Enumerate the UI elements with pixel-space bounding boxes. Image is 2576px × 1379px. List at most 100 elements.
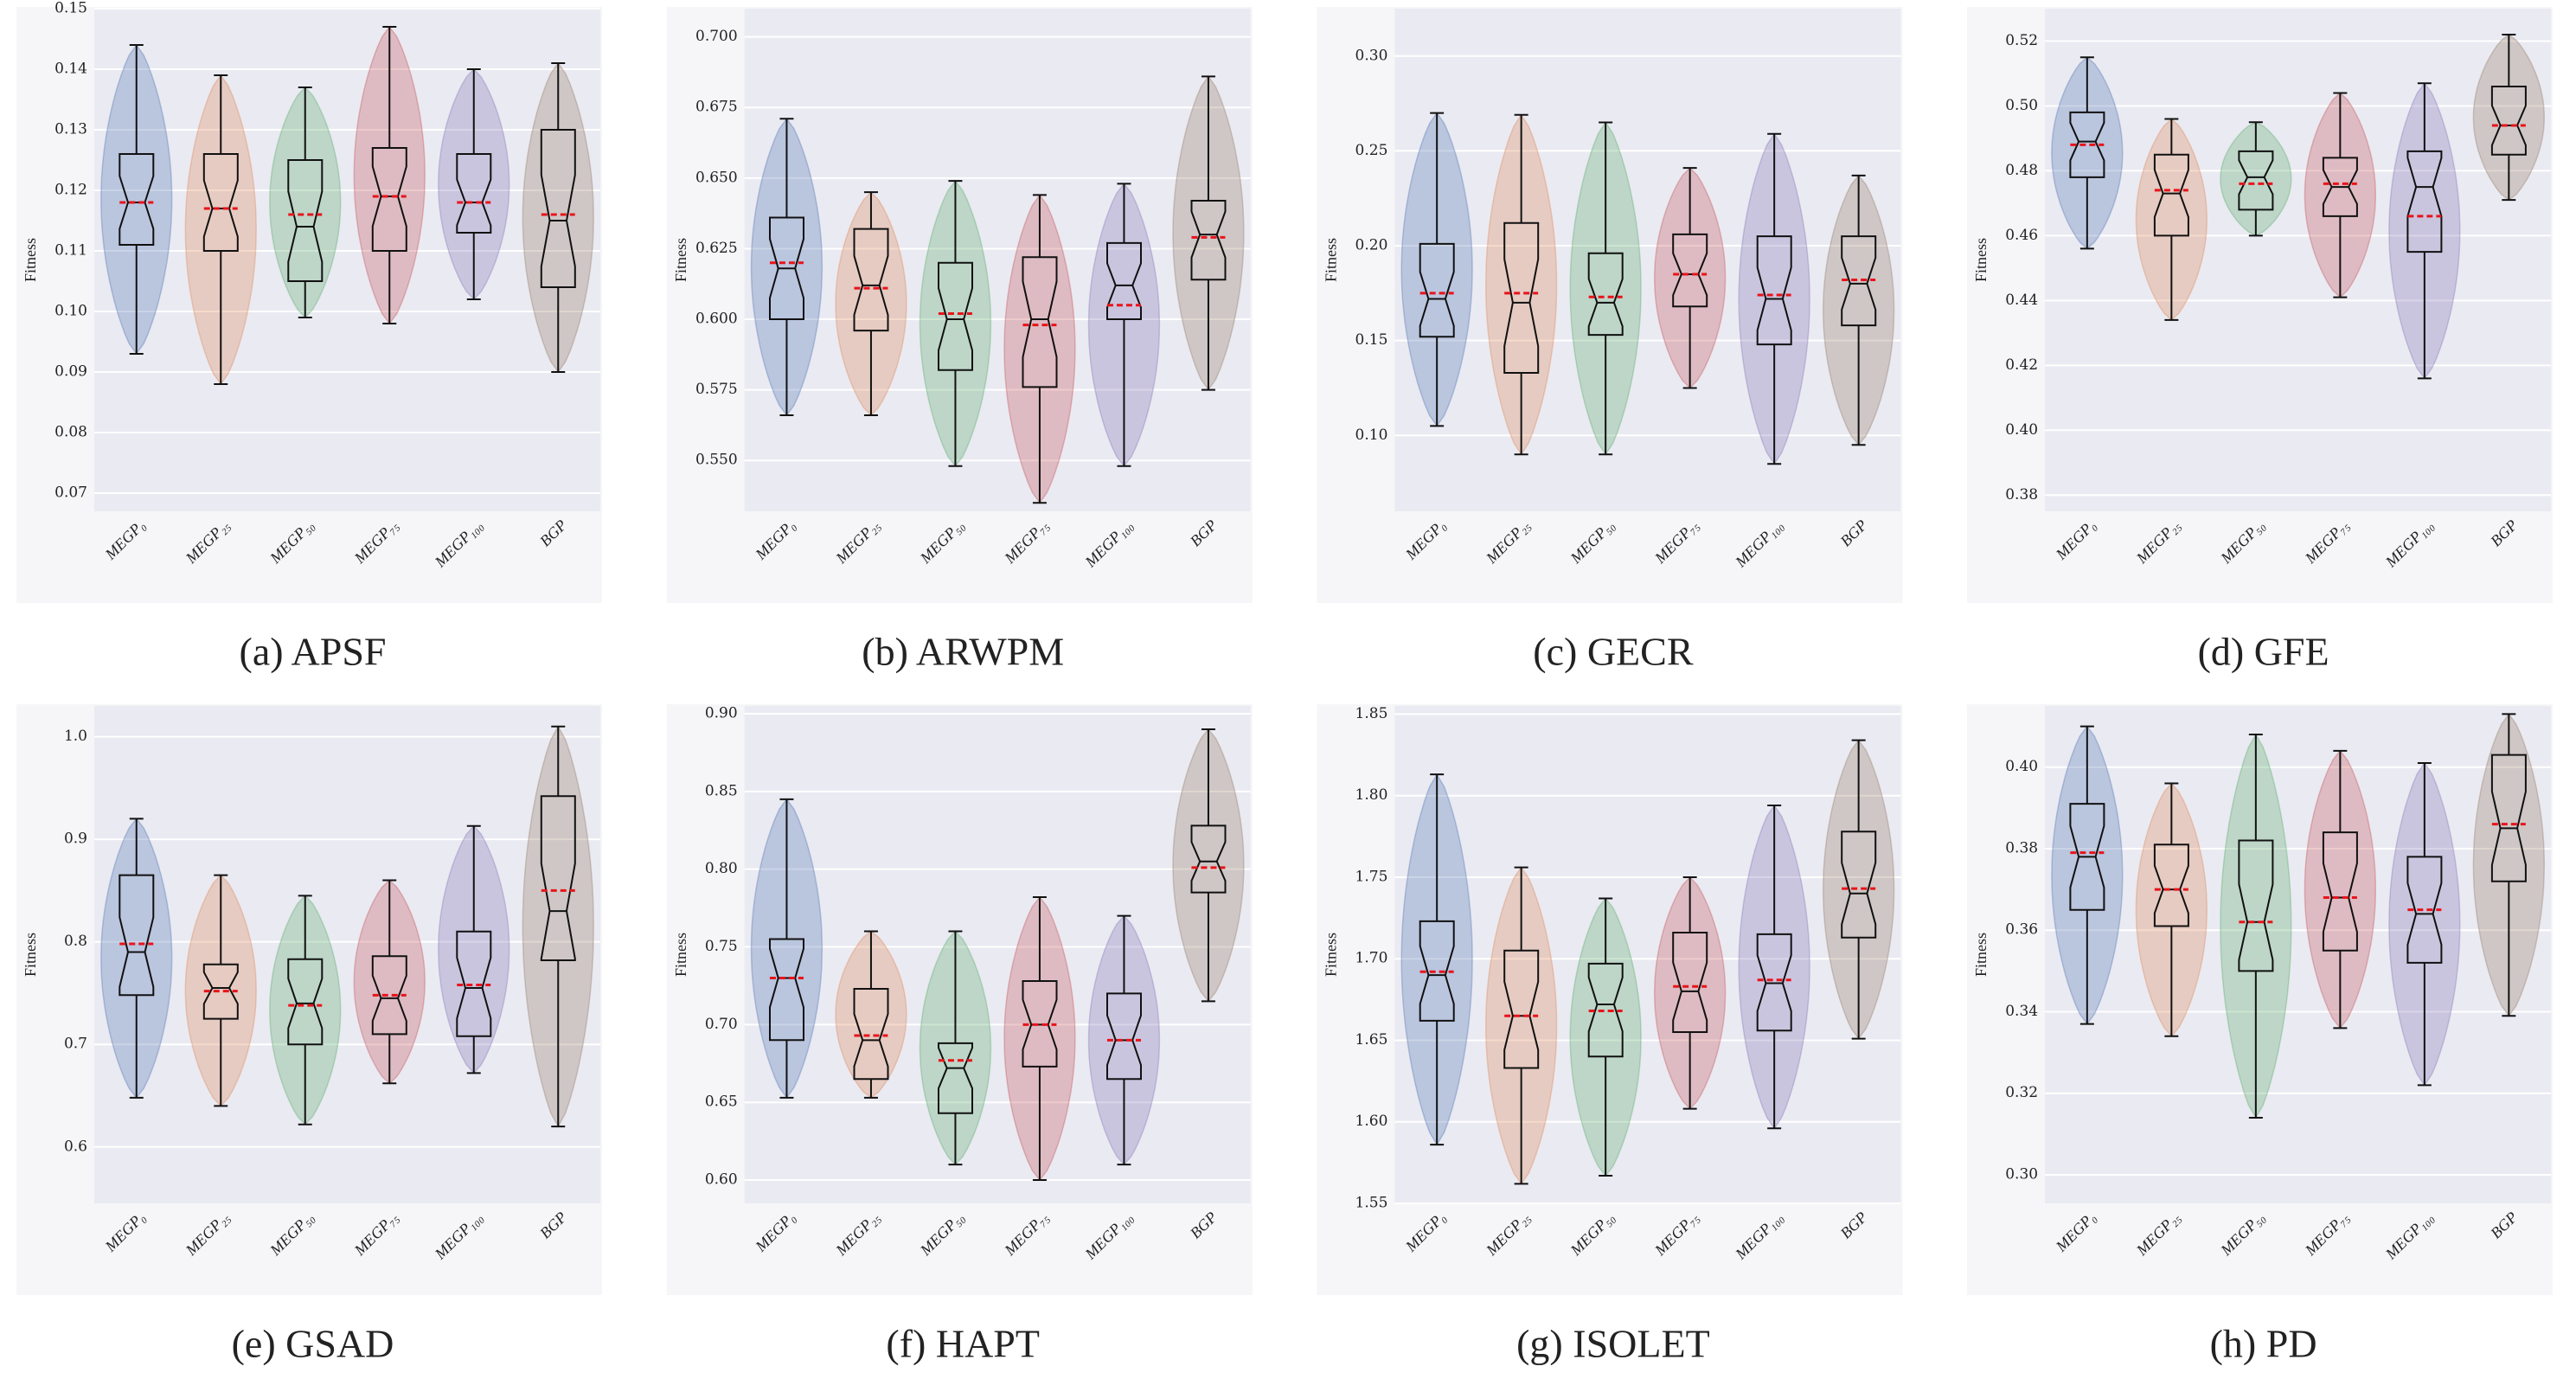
y-tick-label: 0.600 <box>695 311 738 328</box>
y-axis-label: Fitness <box>1972 933 1990 977</box>
y-tick-label: 1.70 <box>1355 950 1388 967</box>
y-tick-label: 0.13 <box>54 121 87 138</box>
box <box>1419 242 1455 338</box>
box <box>769 216 804 320</box>
y-tick-label: 0.9 <box>64 831 87 848</box>
box <box>1672 932 1708 1033</box>
box <box>1503 949 1540 1069</box>
chart-title: (g) ISOLET <box>1516 1322 1710 1366</box>
y-tick-label: 0.30 <box>1355 47 1388 64</box>
y-tick-label: 0.675 <box>695 99 738 116</box>
box <box>2406 150 2443 253</box>
y-tick-label: 0.52 <box>2005 32 2038 49</box>
y-tick-label: 1.60 <box>1355 1113 1388 1130</box>
y-tick-label: 0.07 <box>54 484 87 502</box>
y-tick-label: 0.08 <box>54 424 87 441</box>
box <box>1756 933 1792 1032</box>
y-tick-label: 0.6 <box>64 1138 87 1155</box>
box <box>540 795 576 961</box>
box <box>853 988 889 1081</box>
y-tick-label: 0.20 <box>1355 237 1388 254</box>
box <box>938 1042 973 1114</box>
box <box>1022 256 1058 388</box>
y-tick-label: 1.65 <box>1355 1031 1388 1049</box>
box <box>2069 111 2105 178</box>
plot-area <box>744 9 1251 511</box>
plot-area <box>94 706 600 1203</box>
box <box>1672 233 1708 308</box>
y-axis-label: Fitness <box>22 238 39 282</box>
box <box>119 874 155 997</box>
y-tick-label: 0.700 <box>695 28 738 45</box>
box <box>371 147 407 252</box>
box <box>1841 235 1877 327</box>
y-tick-label: 0.36 <box>2005 921 2038 939</box>
box <box>456 930 492 1037</box>
y-tick-label: 0.32 <box>2005 1084 2038 1101</box>
y-tick-label: 1.80 <box>1355 786 1388 804</box>
y-tick-label: 0.85 <box>705 782 738 799</box>
y-tick-label: 0.09 <box>54 363 87 381</box>
plot-area <box>1394 706 1901 1203</box>
box <box>2153 843 2189 927</box>
box <box>1587 962 1624 1058</box>
box <box>1419 920 1455 1022</box>
box <box>1106 241 1142 320</box>
box <box>202 963 239 1020</box>
y-tick-label: 0.7 <box>64 1036 87 1053</box>
y-tick-label: 0.65 <box>705 1094 738 1111</box>
box <box>2153 153 2189 237</box>
y-tick-label: 0.10 <box>1355 427 1388 444</box>
chart-title: (f) HAPT <box>886 1322 1040 1366</box>
y-tick-label: 0.12 <box>54 182 87 199</box>
y-tick-label: 0.38 <box>2005 486 2038 503</box>
y-axis-label: Fitness <box>672 933 689 977</box>
y-tick-label: 0.80 <box>705 860 738 877</box>
y-tick-label: 0.25 <box>1355 142 1388 159</box>
chart-title: (b) ARWPM <box>862 630 1064 674</box>
box <box>371 955 407 1036</box>
box <box>769 938 804 1042</box>
y-tick-label: 0.575 <box>695 381 738 398</box>
y-tick-label: 0.34 <box>2005 1003 2038 1020</box>
y-tick-label: 0.48 <box>2005 162 2038 179</box>
plot-area <box>2045 9 2552 511</box>
y-tick-label: 0.40 <box>2005 421 2038 439</box>
y-tick-label: 0.60 <box>705 1171 738 1189</box>
box <box>287 958 324 1046</box>
y-axis-label: Fitness <box>1323 238 1340 282</box>
box <box>2322 831 2358 952</box>
y-axis-label: Fitness <box>1323 933 1340 977</box>
y-tick-label: 0.90 <box>705 704 738 722</box>
y-tick-label: 0.75 <box>705 938 738 955</box>
box <box>1503 221 1540 374</box>
chart-title: (d) GFE <box>2198 630 2329 674</box>
y-tick-label: 0.550 <box>695 452 738 469</box>
y-tick-label: 0.14 <box>54 61 87 78</box>
box <box>1841 831 1877 939</box>
y-tick-label: 0.15 <box>1355 331 1388 349</box>
y-tick-label: 0.650 <box>695 169 738 186</box>
y-tick-label: 1.75 <box>1355 868 1388 885</box>
box <box>1022 980 1058 1068</box>
y-tick-label: 0.44 <box>2005 292 2038 309</box>
y-axis-label: Fitness <box>22 933 39 977</box>
chart-title: (a) APSF <box>240 630 387 674</box>
box <box>456 153 492 234</box>
box <box>2069 803 2105 911</box>
plot-area <box>94 9 600 511</box>
box <box>540 129 576 288</box>
box <box>1756 235 1792 346</box>
y-tick-label: 0.10 <box>54 303 87 320</box>
box <box>202 153 239 252</box>
box <box>2490 754 2527 882</box>
box <box>2490 86 2527 156</box>
y-tick-label: 0.50 <box>2005 97 2038 114</box>
y-tick-label: 1.85 <box>1355 705 1388 722</box>
box <box>287 159 324 282</box>
box <box>2238 839 2274 972</box>
plot-area <box>1394 9 1901 511</box>
plot-area <box>2045 706 2552 1203</box>
y-tick-label: 0.625 <box>695 240 738 257</box>
chart-title: (h) PD <box>2210 1322 2317 1366</box>
